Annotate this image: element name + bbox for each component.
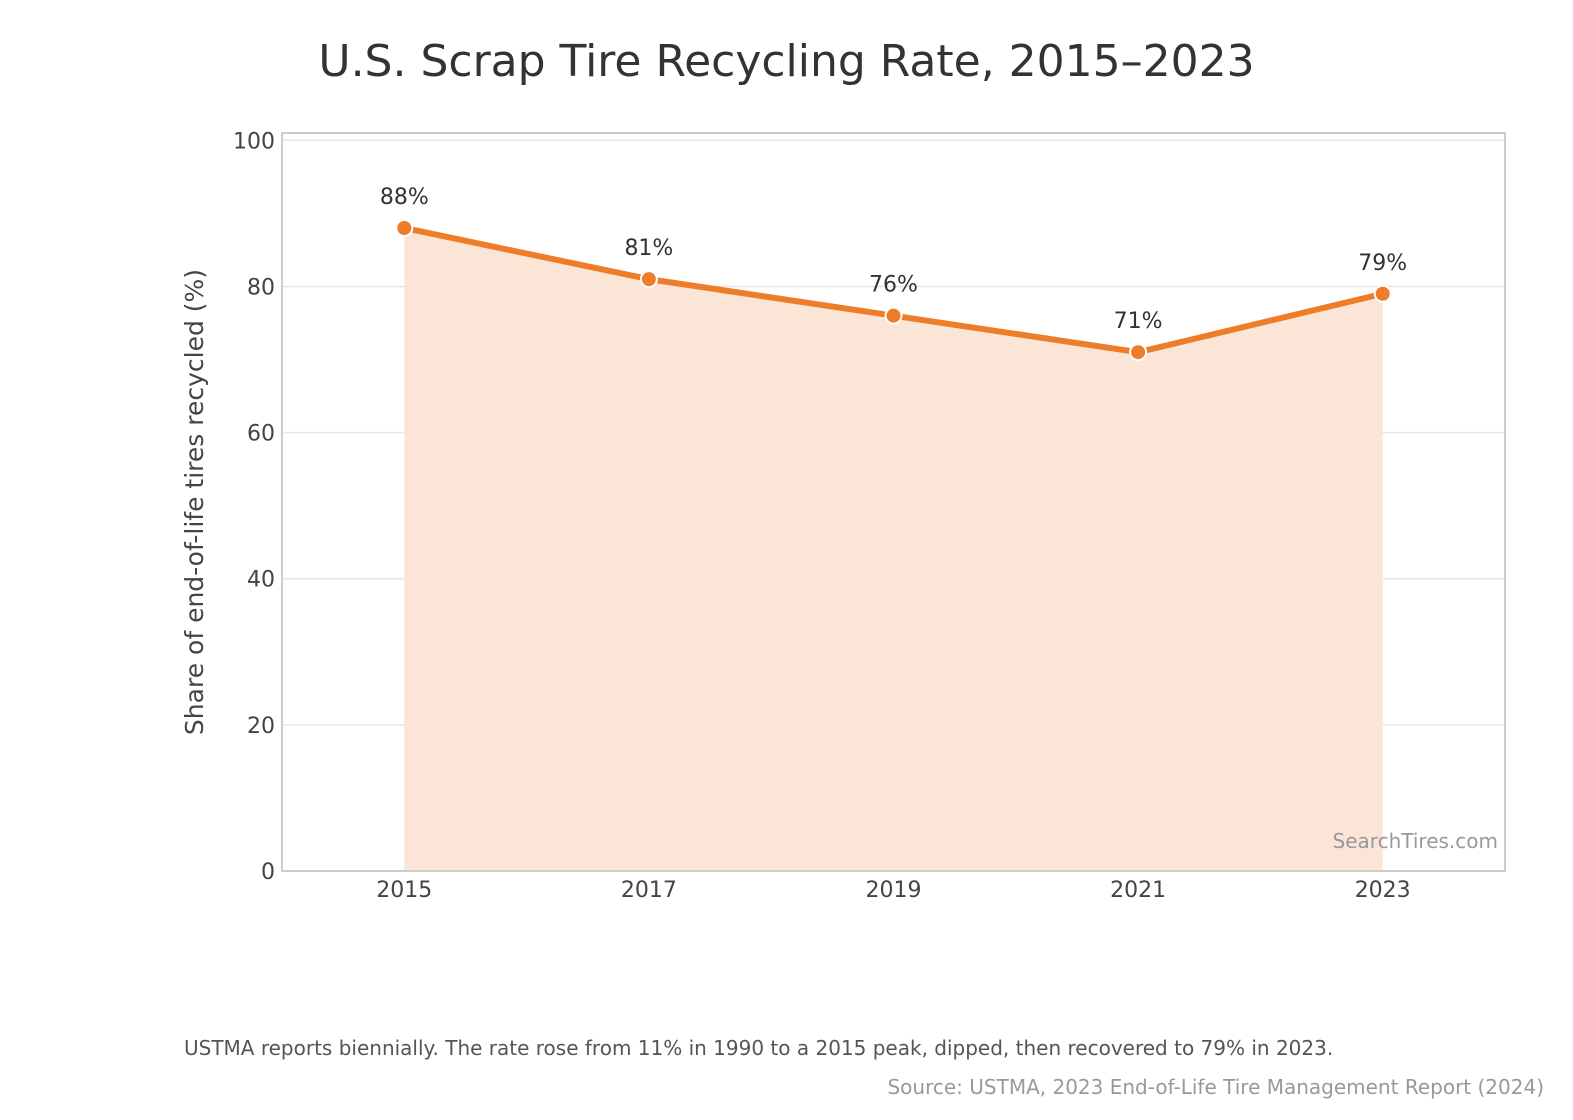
data-label: 76% [869,273,918,298]
data-points [395,218,1392,362]
data-point [395,218,414,237]
y-axis-ticks: 0 20 40 60 80 100 [233,129,275,885]
x-axis-ticks: 2015 2017 2019 2021 2023 [376,878,1410,903]
y-axis-title: Share of end-of-life tires recycled (%) [180,269,209,735]
x-tick-label: 2017 [621,878,677,903]
source-credit: Source: USTMA, 2023 End-of-Life Tire Man… [887,1075,1544,1099]
data-point [1129,343,1148,362]
data-point [1373,284,1392,303]
y-tick-label: 60 [247,422,275,447]
data-labels: 88% 81% 76% 71% 79% [380,185,1407,334]
y-tick-label: 20 [247,714,275,739]
x-tick-label: 2021 [1110,878,1166,903]
watermark: SearchTires.com [1333,829,1498,853]
data-label: 88% [380,185,429,210]
data-label: 79% [1358,251,1407,276]
x-tick-label: 2023 [1355,878,1411,903]
plot-frame [281,132,1506,872]
data-label: 71% [1114,309,1163,334]
chart-note: USTMA reports biennially. The rate rose … [184,1036,1334,1060]
chart-title: U.S. Scrap Tire Recycling Rate, 2015–202… [318,36,1255,87]
y-tick-label: 100 [233,129,275,154]
x-tick-label: 2019 [866,878,922,903]
area-fill [404,227,1383,871]
data-point [639,270,658,289]
data-label: 81% [624,236,673,261]
y-tick-label: 0 [261,860,275,885]
y-tick-label: 80 [247,275,275,300]
x-tick-label: 2015 [376,878,432,903]
data-point [884,306,903,325]
y-tick-label: 40 [247,568,275,593]
